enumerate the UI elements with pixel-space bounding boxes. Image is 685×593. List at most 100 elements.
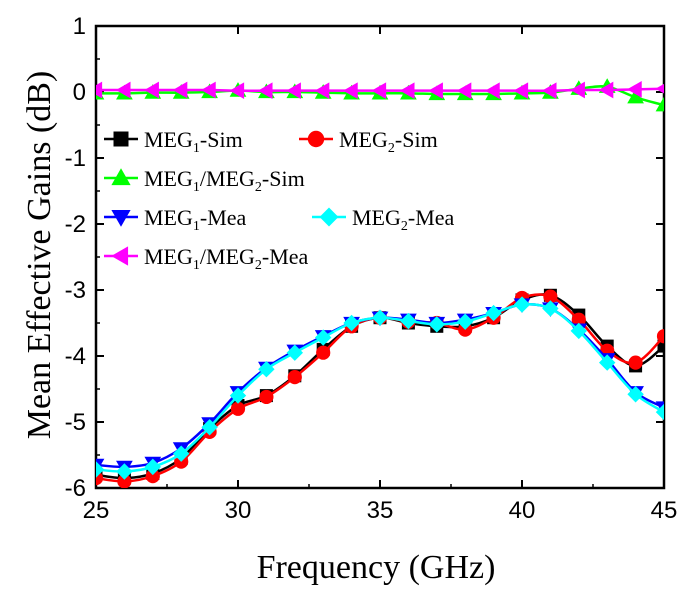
data-point	[316, 345, 331, 360]
legend-label: MEG2-Sim	[339, 127, 438, 156]
y-tick-label: -4	[65, 343, 86, 370]
y-tick-label: 1	[73, 13, 86, 40]
data-point	[655, 403, 664, 421]
data-point	[400, 312, 417, 330]
data-point	[287, 370, 302, 385]
data-point	[96, 81, 103, 99]
legend-label: MEG1/MEG2-Mea	[144, 244, 309, 273]
series-4	[96, 296, 664, 480]
legend-subscript: 1	[193, 141, 200, 156]
data-point	[259, 389, 274, 405]
legend-marker	[307, 130, 325, 148]
data-point	[656, 329, 664, 344]
legend-marker	[111, 168, 131, 186]
legend-text-part: -Sim	[395, 127, 438, 152]
legend-marker	[113, 131, 129, 147]
data-point	[371, 309, 389, 326]
legend-label: MEG1/MEG2-Sim	[144, 166, 305, 195]
legend-label: MEG2-Mea	[352, 205, 455, 234]
data-point	[428, 316, 446, 333]
data-point	[96, 461, 105, 478]
data-point	[314, 329, 332, 346]
data-point	[229, 387, 247, 404]
legend-text-part: -Mea	[262, 244, 309, 269]
y-tick-label: -3	[65, 277, 86, 304]
data-point	[657, 339, 664, 353]
data-point	[172, 445, 190, 462]
legend-text-part: MEG	[339, 127, 388, 152]
legend-subscript: 2	[401, 219, 408, 234]
data-point	[485, 304, 502, 322]
legend-marker	[111, 246, 129, 266]
data-point	[343, 82, 358, 100]
legend-text-part: -Mea	[200, 205, 247, 230]
data-point	[230, 401, 246, 416]
data-point	[144, 81, 159, 99]
y-tick-label: 0	[73, 79, 86, 106]
x-tick-label: 40	[509, 497, 536, 524]
y-tick-label: -5	[65, 409, 86, 436]
data-point	[399, 82, 415, 100]
data-point	[598, 354, 616, 371]
data-point	[655, 83, 664, 94]
data-point	[570, 81, 585, 99]
legend-subscript: 2	[255, 180, 262, 195]
x-tick-label: 35	[367, 497, 394, 524]
data-point	[513, 296, 531, 313]
data-point	[116, 463, 133, 480]
data-point	[286, 82, 301, 100]
data-point	[541, 82, 557, 100]
data-point	[257, 82, 273, 100]
legend-text-part: MEG	[144, 244, 193, 269]
x-tick-label: 25	[83, 497, 110, 524]
data-point	[229, 82, 245, 100]
legend-text-part: MEG	[144, 127, 193, 152]
data-point	[570, 322, 588, 340]
axis-ticks: 25 30 35 40 45 -6 -5 -4 -3 -2 -1 0 1	[65, 13, 678, 524]
series-layer	[96, 78, 664, 488]
x-tick-label: 30	[225, 497, 252, 524]
series-5	[96, 80, 664, 100]
data-point	[258, 360, 275, 378]
legend-subscript: 2	[388, 141, 395, 156]
legend-marker	[319, 207, 339, 227]
data-point	[172, 81, 188, 99]
data-point	[428, 82, 443, 100]
data-point	[144, 458, 162, 476]
y-tick-label: -2	[65, 211, 86, 238]
data-point	[655, 96, 664, 112]
legend-subscript: 1	[193, 258, 200, 273]
data-point	[314, 82, 330, 100]
legend-text-part: MEG	[144, 205, 193, 230]
y-tick-label: -1	[65, 145, 86, 172]
legend-label: MEG1-Mea	[144, 205, 247, 234]
legend-text-part: -Sim	[262, 166, 305, 191]
legend-text-part: -Sim	[200, 127, 243, 152]
data-point	[627, 80, 642, 98]
data-point	[513, 82, 529, 100]
y-tick-label: -6	[65, 475, 86, 502]
data-point	[371, 82, 387, 100]
legend-marker	[111, 209, 131, 227]
data-point	[627, 386, 644, 403]
data-point	[201, 81, 216, 99]
data-point	[456, 313, 474, 330]
x-tick-label: 45	[651, 497, 678, 524]
legend-text-part: -Mea	[408, 205, 455, 230]
data-point	[286, 344, 304, 361]
legend-label: MEG1-Sim	[144, 127, 243, 156]
data-point	[485, 82, 500, 100]
legend-subscript: 1	[193, 219, 200, 234]
data-point	[628, 355, 643, 370]
data-point	[115, 81, 131, 99]
data-point	[201, 419, 218, 436]
legend-subscript: 1	[193, 180, 200, 195]
data-point	[598, 81, 614, 99]
legend-text-part: /MEG	[200, 166, 255, 191]
x-axis-title: Frequency (GHz)	[257, 549, 496, 586]
y-axis-title: Mean Effective Gains (dB)	[21, 71, 58, 440]
data-point	[542, 300, 559, 317]
legend-text-part: MEG	[352, 205, 401, 230]
